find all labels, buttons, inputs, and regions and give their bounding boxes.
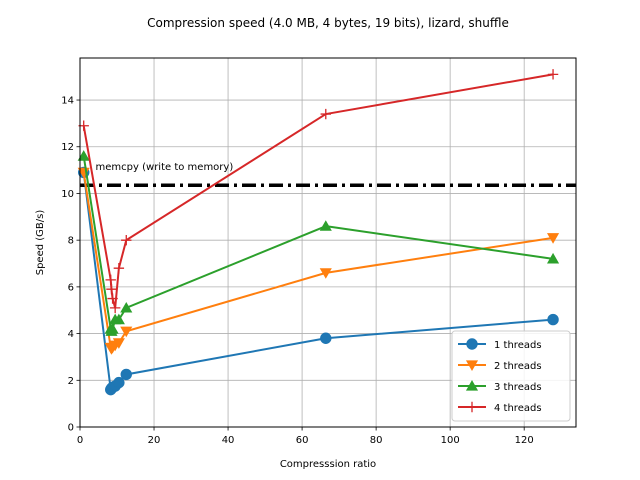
x-tick-label: 0 xyxy=(77,435,83,446)
x-axis-title: Compresssion ratio xyxy=(280,459,376,470)
data-point xyxy=(547,69,559,80)
memcpy-reference-label: memcpy (write to memory) xyxy=(96,162,234,173)
data-point xyxy=(113,262,125,274)
data-point xyxy=(106,284,117,295)
x-tick-label: 20 xyxy=(148,435,161,446)
series-4-threads xyxy=(78,69,559,314)
x-tick-label: 40 xyxy=(222,435,235,446)
series-2-threads xyxy=(77,167,560,355)
data-point xyxy=(466,401,478,413)
data-point xyxy=(120,301,133,313)
legend: 1 threads 2 threads 3 threads 4 threads xyxy=(451,330,571,422)
data-point xyxy=(120,326,133,338)
data-point xyxy=(106,322,119,334)
legend-box xyxy=(451,330,571,422)
x-tick-label: 80 xyxy=(370,435,383,446)
data-point xyxy=(465,360,479,371)
data-point xyxy=(320,332,332,344)
data-point xyxy=(319,220,332,231)
data-point xyxy=(319,268,332,279)
y-tick-label: 4 xyxy=(68,329,74,340)
data-point xyxy=(320,108,331,120)
reference-line-group: memcpy (write to memory) xyxy=(80,162,576,188)
y-tick-label: 14 xyxy=(61,96,74,107)
y-tick-label: 8 xyxy=(68,236,74,247)
y-axis-title: Speed (GB/s) xyxy=(35,210,46,276)
data-point xyxy=(546,233,560,244)
plot-frame xyxy=(79,57,577,428)
data-point xyxy=(112,338,125,349)
legend-label: 2 threads xyxy=(494,361,542,372)
legend-label: 4 threads xyxy=(494,403,542,414)
y-tick-label: 12 xyxy=(61,142,74,153)
data-point xyxy=(109,302,121,314)
x-tick-label: 60 xyxy=(296,435,309,446)
axis-ticks: 0 20 40 60 80 100 120 0 2 4 6 8 10 12 14 xyxy=(61,96,533,446)
y-tick-label: 6 xyxy=(68,282,74,293)
legend-label: 3 threads xyxy=(494,382,542,393)
series-group xyxy=(77,69,560,396)
legend-label: 1 threads xyxy=(494,340,542,351)
x-tick-label: 100 xyxy=(441,435,460,446)
x-tick-label: 120 xyxy=(515,435,534,446)
data-point xyxy=(112,313,125,325)
data-point xyxy=(121,234,132,246)
data-point xyxy=(77,150,90,161)
y-tick-label: 10 xyxy=(61,189,74,200)
chart-title: Compression speed (4.0 MB, 4 bytes, 19 b… xyxy=(147,16,509,30)
data-point xyxy=(546,252,560,264)
data-point xyxy=(113,376,125,389)
y-tick-label: 0 xyxy=(68,423,74,434)
data-point xyxy=(105,274,116,286)
data-point xyxy=(107,293,118,304)
data-point xyxy=(465,380,479,391)
data-point xyxy=(466,338,478,350)
data-point xyxy=(120,368,132,381)
data-point xyxy=(547,313,559,326)
y-tick-label: 2 xyxy=(68,376,74,387)
series-3-threads xyxy=(77,150,560,336)
